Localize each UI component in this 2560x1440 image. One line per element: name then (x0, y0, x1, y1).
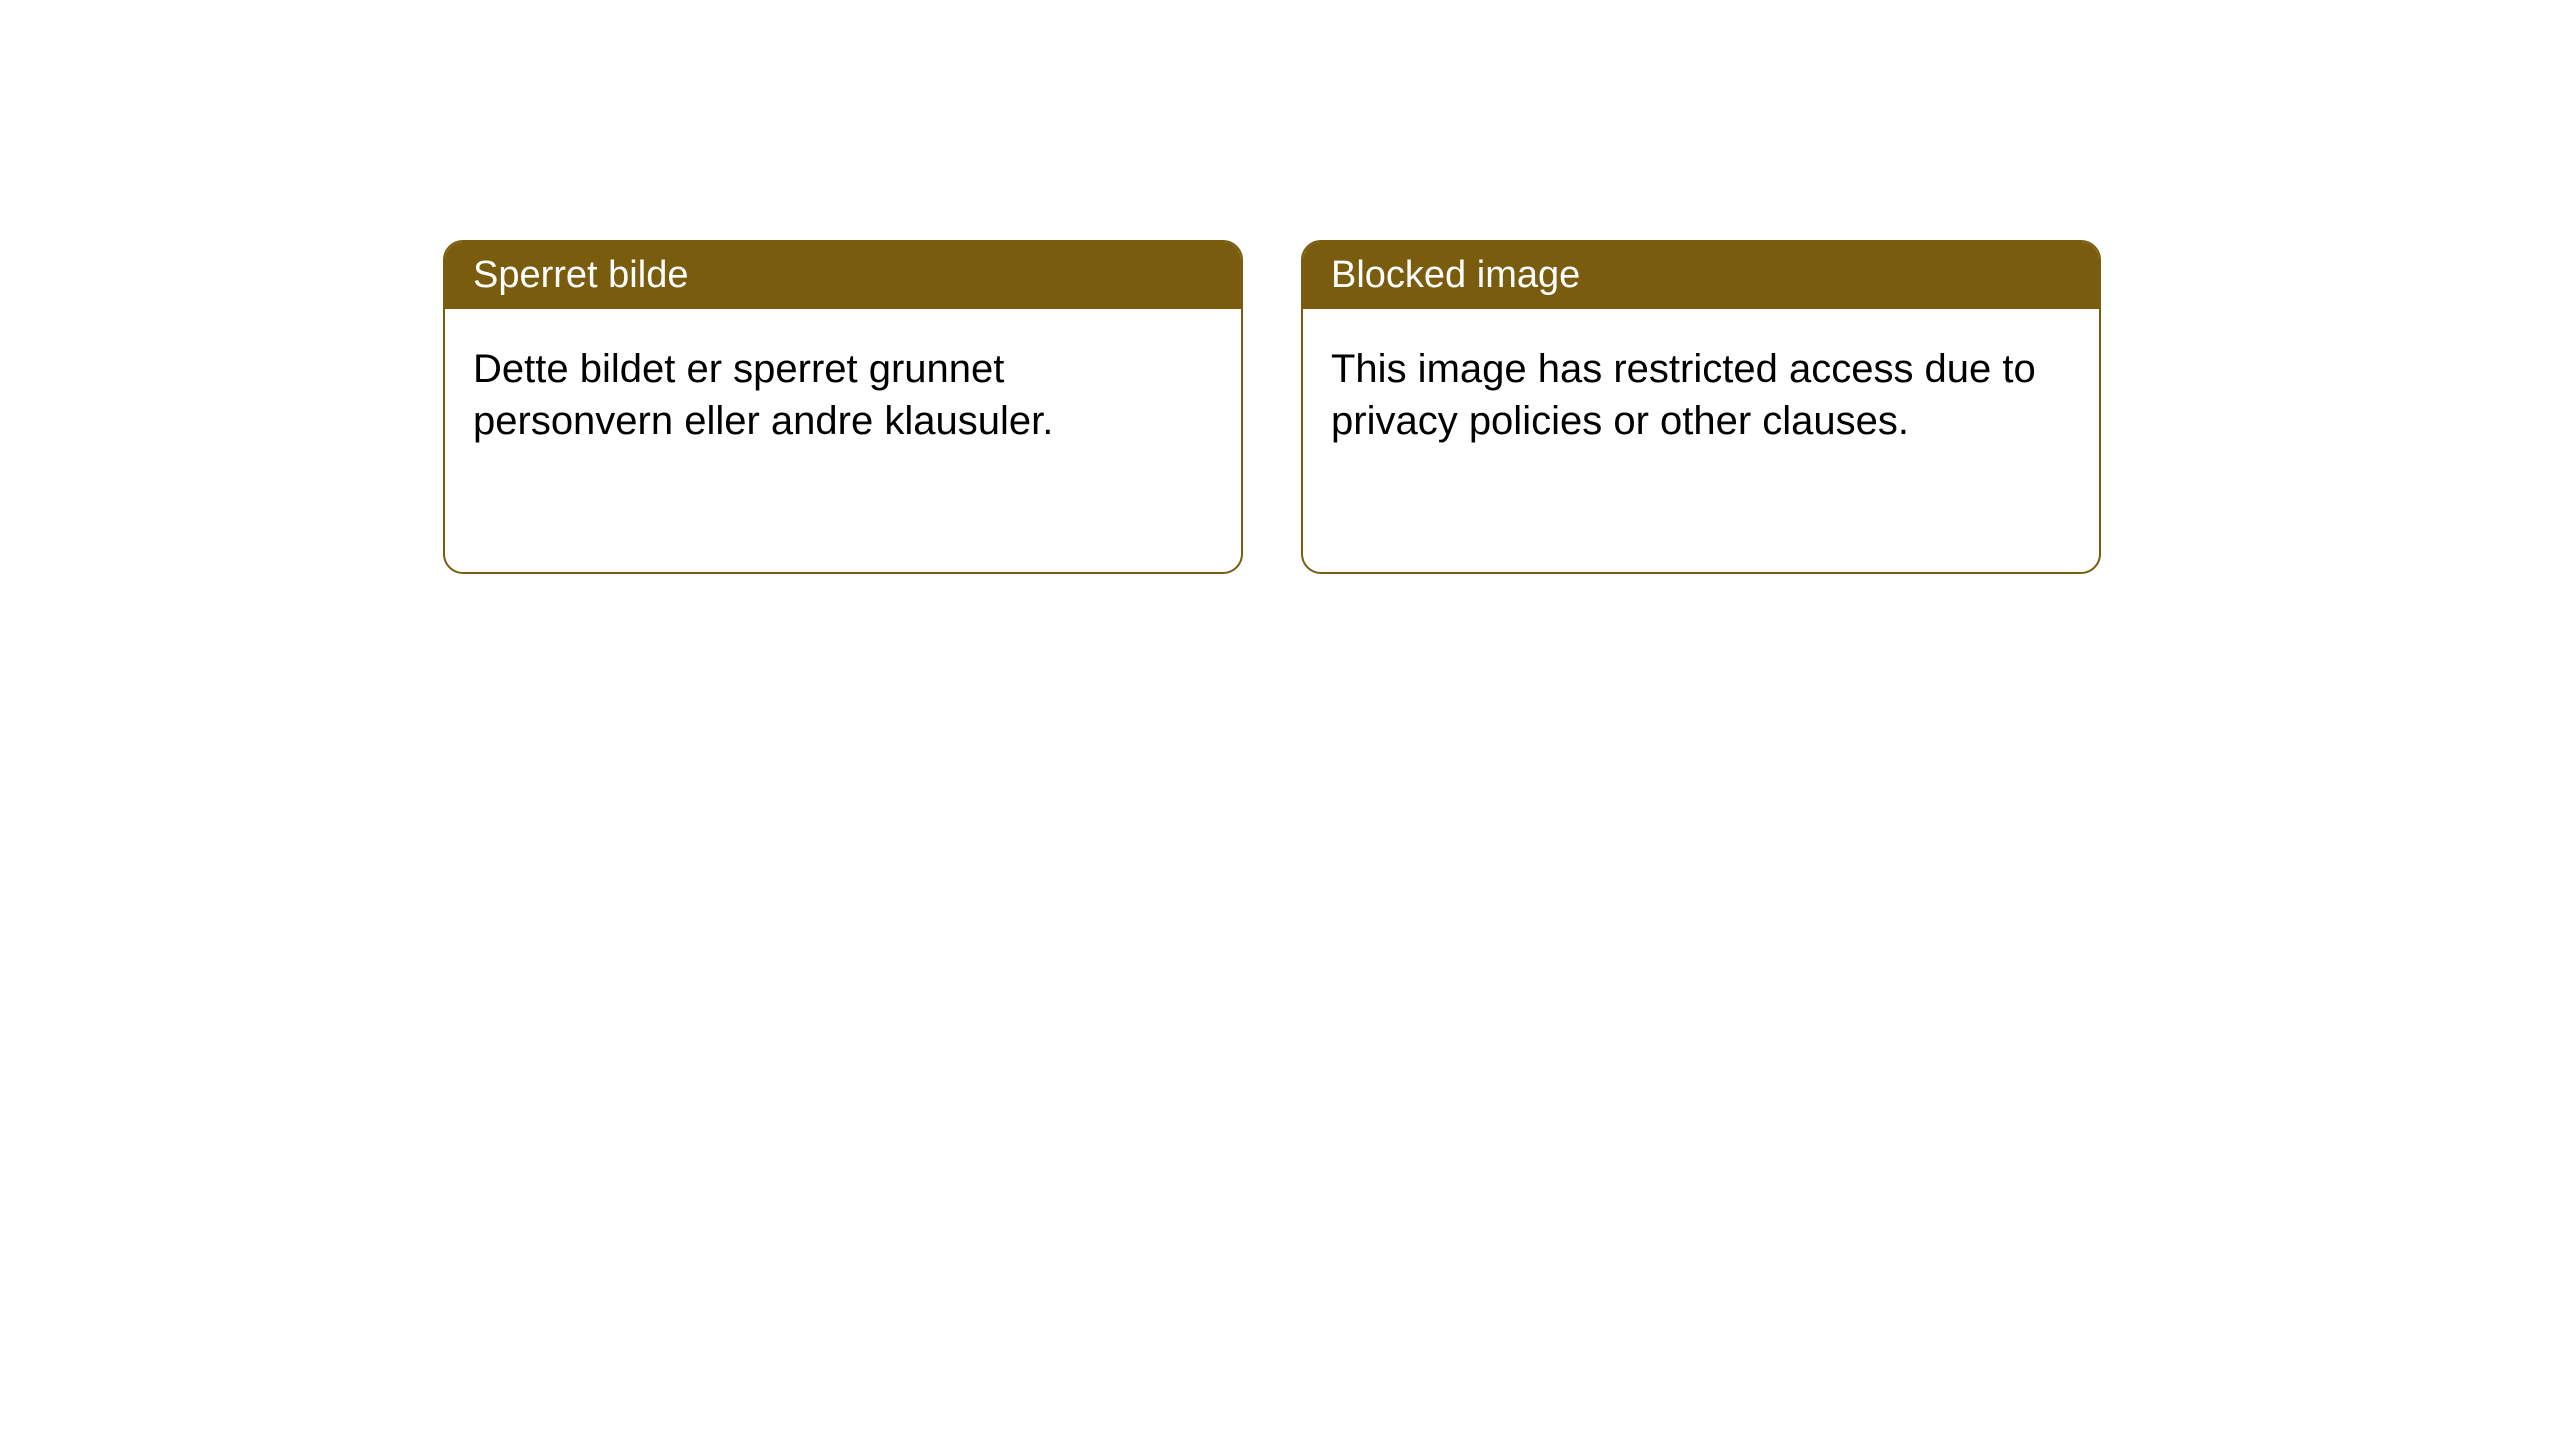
card-header: Blocked image (1303, 242, 2099, 309)
card-message: Dette bildet er sperret grunnet personve… (473, 347, 1053, 443)
blocked-image-notice-container: Sperret bilde Dette bildet er sperret gr… (443, 240, 2101, 574)
card-body: Dette bildet er sperret grunnet personve… (445, 309, 1241, 481)
card-title: Sperret bilde (473, 254, 688, 296)
card-body: This image has restricted access due to … (1303, 309, 2099, 481)
card-header: Sperret bilde (445, 242, 1241, 309)
card-title: Blocked image (1331, 254, 1580, 296)
blocked-image-card-norwegian: Sperret bilde Dette bildet er sperret gr… (443, 240, 1243, 574)
card-message: This image has restricted access due to … (1331, 347, 2036, 443)
blocked-image-card-english: Blocked image This image has restricted … (1301, 240, 2101, 574)
